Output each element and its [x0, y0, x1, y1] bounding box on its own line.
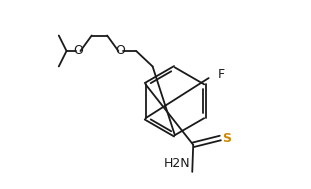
Text: O: O: [73, 44, 83, 57]
Text: H2N: H2N: [164, 157, 191, 170]
Text: O: O: [116, 44, 126, 57]
Text: F: F: [217, 68, 225, 81]
Text: S: S: [222, 132, 231, 145]
